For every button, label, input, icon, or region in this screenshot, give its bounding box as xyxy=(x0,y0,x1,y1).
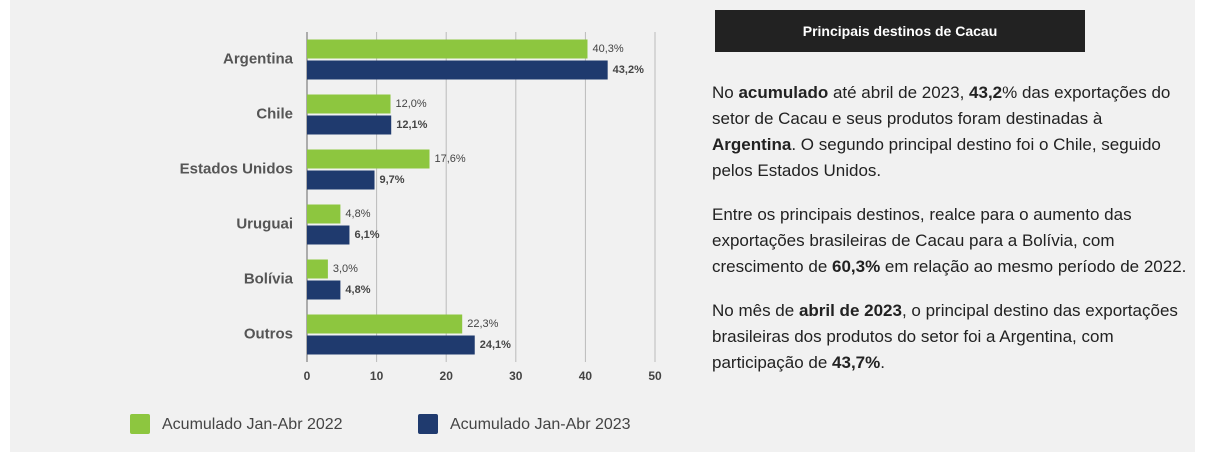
data-label: 4,8% xyxy=(345,208,370,220)
data-label: 9,7% xyxy=(380,174,405,186)
legend-label: Acumulado Jan-Abr 2023 xyxy=(450,416,631,433)
bar xyxy=(307,314,463,334)
text: , o principal destino das exportações br… xyxy=(712,301,1178,372)
x-tick-label: 20 xyxy=(440,369,454,383)
bold-text: abril de 2023 xyxy=(798,301,902,320)
bar xyxy=(307,60,608,80)
data-label: 12,0% xyxy=(396,98,427,110)
legend-swatch xyxy=(130,414,150,434)
bar xyxy=(307,149,430,169)
data-label: 6,1% xyxy=(354,229,379,241)
panel-text: No acumulado até abril de 2023, 43,2% da… xyxy=(712,80,1190,394)
bar xyxy=(307,115,392,135)
bar xyxy=(307,335,475,355)
bold-text: Argentina xyxy=(712,135,792,154)
data-label: 40,3% xyxy=(592,43,623,55)
text: No mês de xyxy=(712,301,799,320)
data-label: 4,8% xyxy=(345,284,370,296)
panel-title: Principais destinos de Cacau xyxy=(715,10,1085,52)
y-tick-label: Estados Unidos xyxy=(180,160,293,177)
x-tick-label: 0 xyxy=(304,369,311,383)
bar xyxy=(307,225,350,245)
text: . xyxy=(880,353,885,372)
bold-text: 43,7% xyxy=(832,353,881,372)
x-tick-label: 30 xyxy=(509,369,523,383)
text: No xyxy=(712,83,739,102)
data-label: 24,1% xyxy=(480,339,511,351)
y-tick-label: Outros xyxy=(244,325,293,342)
data-label: 43,2% xyxy=(613,64,644,76)
data-label: 3,0% xyxy=(333,263,358,275)
x-tick-label: 10 xyxy=(370,369,384,383)
data-label: 12,1% xyxy=(396,119,427,131)
text: em relação ao mesmo período de 2022. xyxy=(880,257,1187,276)
bar xyxy=(307,94,391,114)
text: até abril de 2023, xyxy=(828,83,970,102)
x-tick-label: 50 xyxy=(648,369,662,383)
bold-text: 60,3% xyxy=(832,257,881,276)
y-tick-label: Argentina xyxy=(223,50,294,67)
y-tick-label: Bolívia xyxy=(244,270,294,287)
legend-label: Acumulado Jan-Abr 2022 xyxy=(162,416,343,433)
text: . O segundo principal destino foi o Chil… xyxy=(712,135,1161,180)
paragraph: No acumulado até abril de 2023, 43,2% da… xyxy=(712,80,1190,184)
chart: 0 10 20 30 40 50 Argentina 40,3% 43,2% Chile 12,0%… xyxy=(130,32,662,434)
data-label: 17,6% xyxy=(434,153,465,165)
bar xyxy=(307,170,375,190)
bar xyxy=(307,280,341,300)
bold-text: 43,2 xyxy=(969,83,1003,102)
y-tick-label: Chile xyxy=(256,105,293,122)
text: Entre os principais destinos, realce par… xyxy=(712,205,1132,276)
paragraph: Entre os principais destinos, realce par… xyxy=(712,202,1190,280)
paragraph: No mês de abril de 2023, o principal des… xyxy=(712,298,1190,376)
legend-swatch xyxy=(418,414,438,434)
bar xyxy=(307,39,588,59)
y-tick-label: Uruguai xyxy=(236,215,293,232)
bold-text: acumulado xyxy=(738,83,829,102)
bar xyxy=(307,204,341,224)
bar xyxy=(307,259,328,279)
text: % das exportações do setor de Cacau e se… xyxy=(712,83,1171,128)
data-label: 22,3% xyxy=(467,318,498,330)
x-tick-label: 40 xyxy=(579,369,593,383)
